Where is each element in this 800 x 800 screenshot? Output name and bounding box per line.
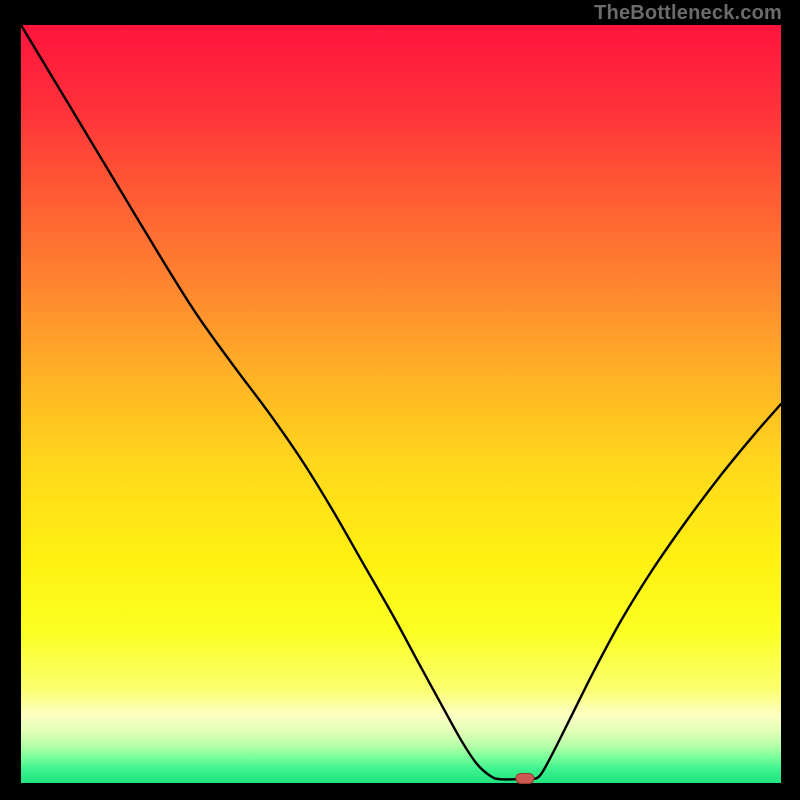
optimal-point-marker	[516, 773, 534, 783]
plot-background	[21, 25, 781, 783]
chart-container: TheBottleneck.com	[0, 0, 800, 800]
watermark-text: TheBottleneck.com	[594, 2, 782, 25]
bottleneck-chart	[0, 0, 800, 800]
